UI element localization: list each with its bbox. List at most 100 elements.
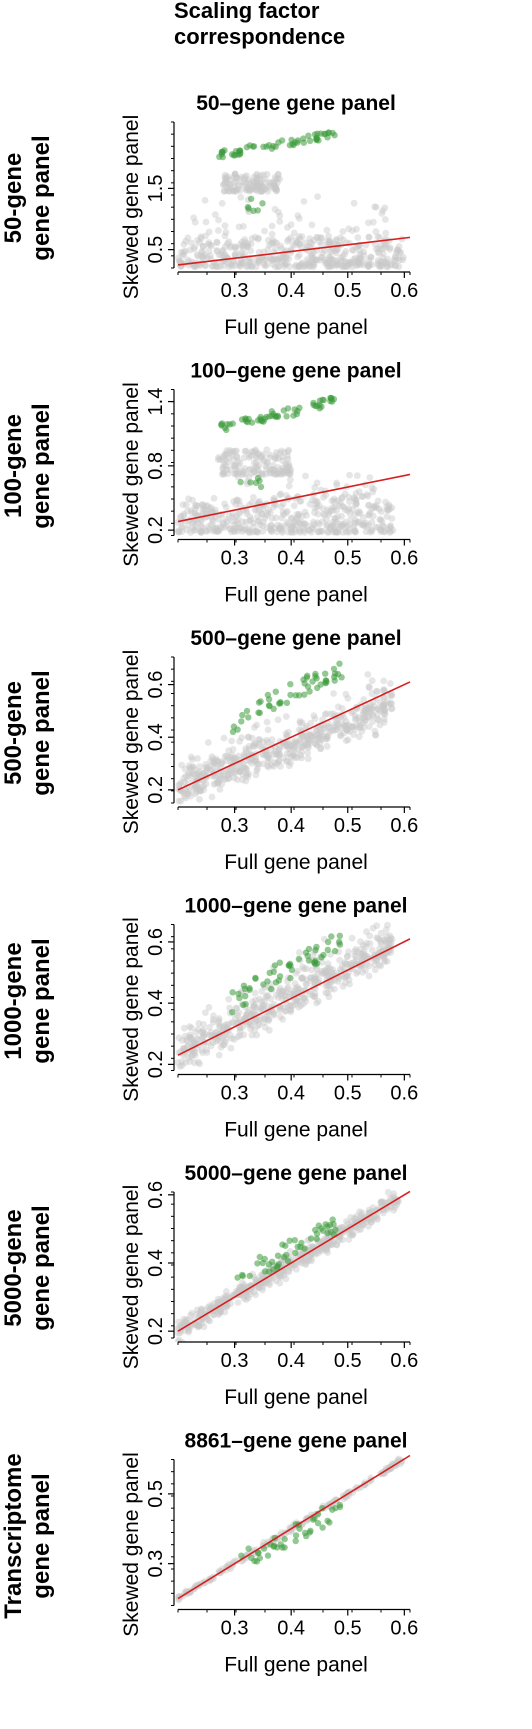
background-point	[355, 717, 363, 725]
x-tick-label: 0.6	[390, 548, 418, 570]
background-point	[251, 233, 259, 241]
background-point	[289, 1002, 296, 1010]
background-point	[252, 256, 259, 264]
background-point	[358, 950, 366, 958]
background-point	[291, 526, 299, 534]
background-point	[220, 181, 227, 189]
background-point	[296, 949, 303, 956]
background-point	[315, 528, 322, 536]
background-point	[258, 1005, 266, 1013]
background-point	[299, 732, 307, 740]
background-point	[282, 254, 290, 262]
background-point	[255, 506, 263, 514]
background-point	[255, 1283, 263, 1291]
background-point	[346, 961, 354, 969]
background-point	[232, 470, 240, 478]
background-point	[310, 524, 317, 532]
background-point	[349, 723, 357, 731]
background-point	[386, 941, 394, 949]
highlight-point	[327, 1228, 335, 1236]
background-point	[213, 238, 221, 246]
x-axis-label: Full gene panel	[224, 1119, 368, 1142]
background-point	[234, 458, 242, 465]
background-point	[256, 1016, 263, 1024]
background-point	[269, 239, 277, 247]
background-point	[204, 503, 212, 510]
background-point	[327, 525, 335, 533]
background-point	[189, 496, 196, 504]
background-point	[231, 521, 239, 528]
background-point	[357, 951, 365, 958]
background-point	[291, 980, 299, 987]
background-point	[196, 239, 204, 247]
highlight-point	[324, 938, 332, 946]
background-point	[392, 254, 400, 261]
background-point	[368, 526, 376, 534]
background-point	[273, 470, 281, 478]
background-point	[291, 518, 298, 525]
background-point	[237, 524, 245, 531]
background-point	[264, 246, 272, 254]
background-point	[349, 227, 356, 235]
y-axis-label: Skewed gene panel	[120, 650, 143, 834]
background-point	[200, 1021, 207, 1028]
background-point	[241, 1014, 249, 1022]
background-point	[178, 523, 186, 531]
background-point	[210, 780, 218, 788]
background-point	[311, 992, 319, 1000]
background-point	[355, 488, 363, 495]
background-point	[356, 261, 364, 269]
background-point	[308, 240, 316, 248]
highlight-point	[314, 1520, 322, 1527]
background-point	[325, 509, 333, 516]
background-point	[375, 505, 383, 513]
background-point	[375, 524, 382, 531]
highlight-point	[283, 699, 291, 706]
y-tick-label: 0.2	[145, 1050, 167, 1078]
background-point	[266, 755, 274, 763]
background-point	[323, 969, 331, 977]
background-point	[191, 517, 198, 525]
background-point	[341, 722, 348, 729]
background-point	[179, 788, 187, 796]
background-point	[235, 1287, 242, 1294]
background-point	[276, 466, 283, 474]
background-point	[322, 491, 330, 499]
background-point	[228, 513, 236, 521]
background-point	[288, 1264, 295, 1272]
background-point	[298, 748, 305, 756]
background-point	[381, 936, 389, 944]
background-point	[286, 762, 293, 770]
background-point	[255, 742, 263, 750]
background-point	[234, 462, 242, 470]
background-point	[372, 228, 380, 236]
background-point	[295, 263, 303, 271]
background-point	[176, 1062, 184, 1070]
background-point	[287, 1006, 295, 1014]
background-point	[251, 1274, 259, 1282]
background-point	[252, 186, 259, 194]
background-point	[383, 503, 391, 511]
background-point	[313, 503, 321, 511]
background-point	[289, 520, 297, 528]
x-tick-label: 0.3	[221, 548, 249, 570]
background-point	[216, 786, 224, 793]
background-point	[271, 205, 279, 213]
background-point	[378, 1199, 386, 1206]
background-point	[194, 237, 201, 244]
background-point	[277, 503, 285, 510]
background-point	[301, 239, 309, 247]
background-point	[287, 742, 295, 750]
background-point	[332, 518, 340, 526]
background-point	[178, 528, 186, 535]
background-point	[188, 763, 196, 771]
background-point	[372, 523, 380, 531]
y-tick-label: 0.4	[145, 723, 167, 751]
background-point	[387, 528, 395, 535]
background-point	[285, 255, 293, 262]
background-point	[343, 953, 351, 960]
background-point	[248, 185, 256, 193]
background-point	[339, 228, 347, 235]
highlight-point	[270, 968, 277, 975]
